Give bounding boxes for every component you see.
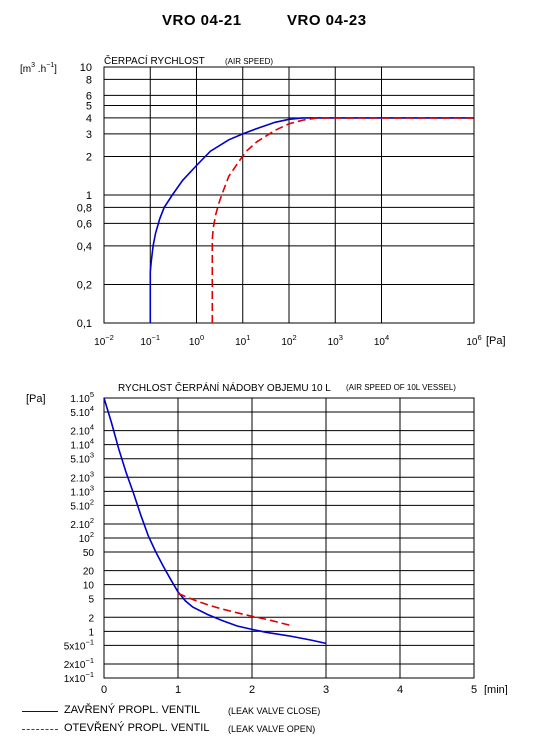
- y-tick-label: 6: [86, 90, 92, 102]
- y-tick-label: 1: [86, 190, 92, 202]
- y-tick-label: 4: [86, 113, 92, 125]
- chart-subtitle: (AIR SPEED): [225, 57, 273, 66]
- series-closed: [149, 117, 474, 323]
- y-tick-label: 3: [86, 129, 92, 141]
- legend-closed-label: ZAVŘENÝ PROPL. VENTIL: [64, 704, 201, 716]
- y-tick-label: 1x10−1: [64, 670, 94, 685]
- chart-title: RYCHLOST ČERPÁNÍ NÁDOBY OBJEMU 10 L: [118, 381, 331, 394]
- legend-closed-note: (LEAK VALVE CLOSE): [228, 706, 321, 716]
- legend-open-note: (LEAK VALVE OPEN): [228, 724, 316, 734]
- y-tick-label: 5.102: [70, 497, 94, 512]
- y-tick-label: 2.102: [70, 516, 94, 531]
- model-title-a: VRO 04-21: [162, 12, 242, 29]
- y-tick-label: 1: [88, 627, 94, 638]
- x-tick-label: 10−2: [94, 333, 114, 348]
- x-tick-label: 106: [466, 333, 481, 348]
- y-tick-label: 5x10−1: [64, 637, 94, 652]
- legend-open-label: OTEVŘENÝ PROPL. VENTIL: [64, 722, 210, 734]
- x-tick-label: 104: [374, 333, 389, 348]
- plot-frame: [103, 66, 475, 324]
- x-tick-label: 103: [328, 333, 343, 348]
- y-axis-label: [Pa]: [26, 393, 46, 405]
- y-tick-label: 1.103: [70, 483, 94, 498]
- x-tick-label: 3: [323, 684, 329, 695]
- y-tick-label: 50: [83, 548, 95, 559]
- y-tick-label: 8: [86, 74, 92, 86]
- air-speed-chart: 108 654 3 2 10,8 0,6 0,4 0,2 0,110−2 10−1 100 101 10…: [20, 54, 506, 348]
- x-axis-label: [min]: [484, 684, 508, 695]
- x-tick-label: 4: [397, 684, 403, 695]
- y-tick-label: 0,2: [77, 279, 92, 291]
- y-tick-label: 0,1: [77, 318, 92, 330]
- y-tick-label: 20: [83, 567, 95, 578]
- x-tick-label: 5: [471, 684, 477, 695]
- series-open: [177, 592, 293, 627]
- y-tick-label: 2.104: [70, 423, 94, 438]
- y-tick-label: 0,4: [77, 241, 92, 253]
- chart-subtitle: (AIR SPEED OF 10L VESSEL): [346, 383, 456, 392]
- y-tick-label: 1.105: [70, 390, 94, 405]
- y-tick-label: 0,8: [77, 202, 92, 214]
- x-axis-label: [Pa]: [486, 335, 506, 347]
- chart-title: ČERPACÍ RYCHLOST: [104, 54, 205, 67]
- x-tick-label: 1: [175, 684, 181, 695]
- y-tick-label: 102: [79, 530, 94, 545]
- y-tick-label: 2: [88, 613, 94, 624]
- legend-closed-swatch: [22, 711, 58, 712]
- y-tick-label: 5: [86, 101, 92, 113]
- y-tick-label: 10: [83, 581, 95, 592]
- y-tick-label: 2.103: [70, 469, 94, 484]
- model-title-b: VRO 04-23: [287, 12, 367, 29]
- series-closed: [103, 397, 327, 645]
- y-tick-label: 5.104: [70, 404, 94, 419]
- y-tick-label: 5: [88, 595, 94, 606]
- x-tick-label: 2: [249, 684, 255, 695]
- plot-frame: [103, 397, 475, 679]
- x-tick-label: 102: [281, 333, 296, 348]
- legend-open-swatch: [22, 729, 58, 730]
- x-tick-label: 101: [235, 333, 250, 348]
- x-tick-label: 100: [189, 333, 204, 348]
- y-tick-label: 5.103: [70, 451, 94, 466]
- y-tick-label: 0,6: [77, 218, 92, 230]
- y-tick-label: 2: [86, 151, 92, 163]
- y-axis-label: [m3 .h−1]: [20, 62, 57, 75]
- y-tick-label: 2x10−1: [64, 656, 94, 671]
- x-tick-label: 10−1: [140, 333, 160, 348]
- x-tick-label: 0: [101, 684, 107, 695]
- y-tick-label: 1.104: [70, 437, 94, 452]
- y-tick-label: 10: [80, 62, 92, 74]
- series-open: [211, 117, 474, 323]
